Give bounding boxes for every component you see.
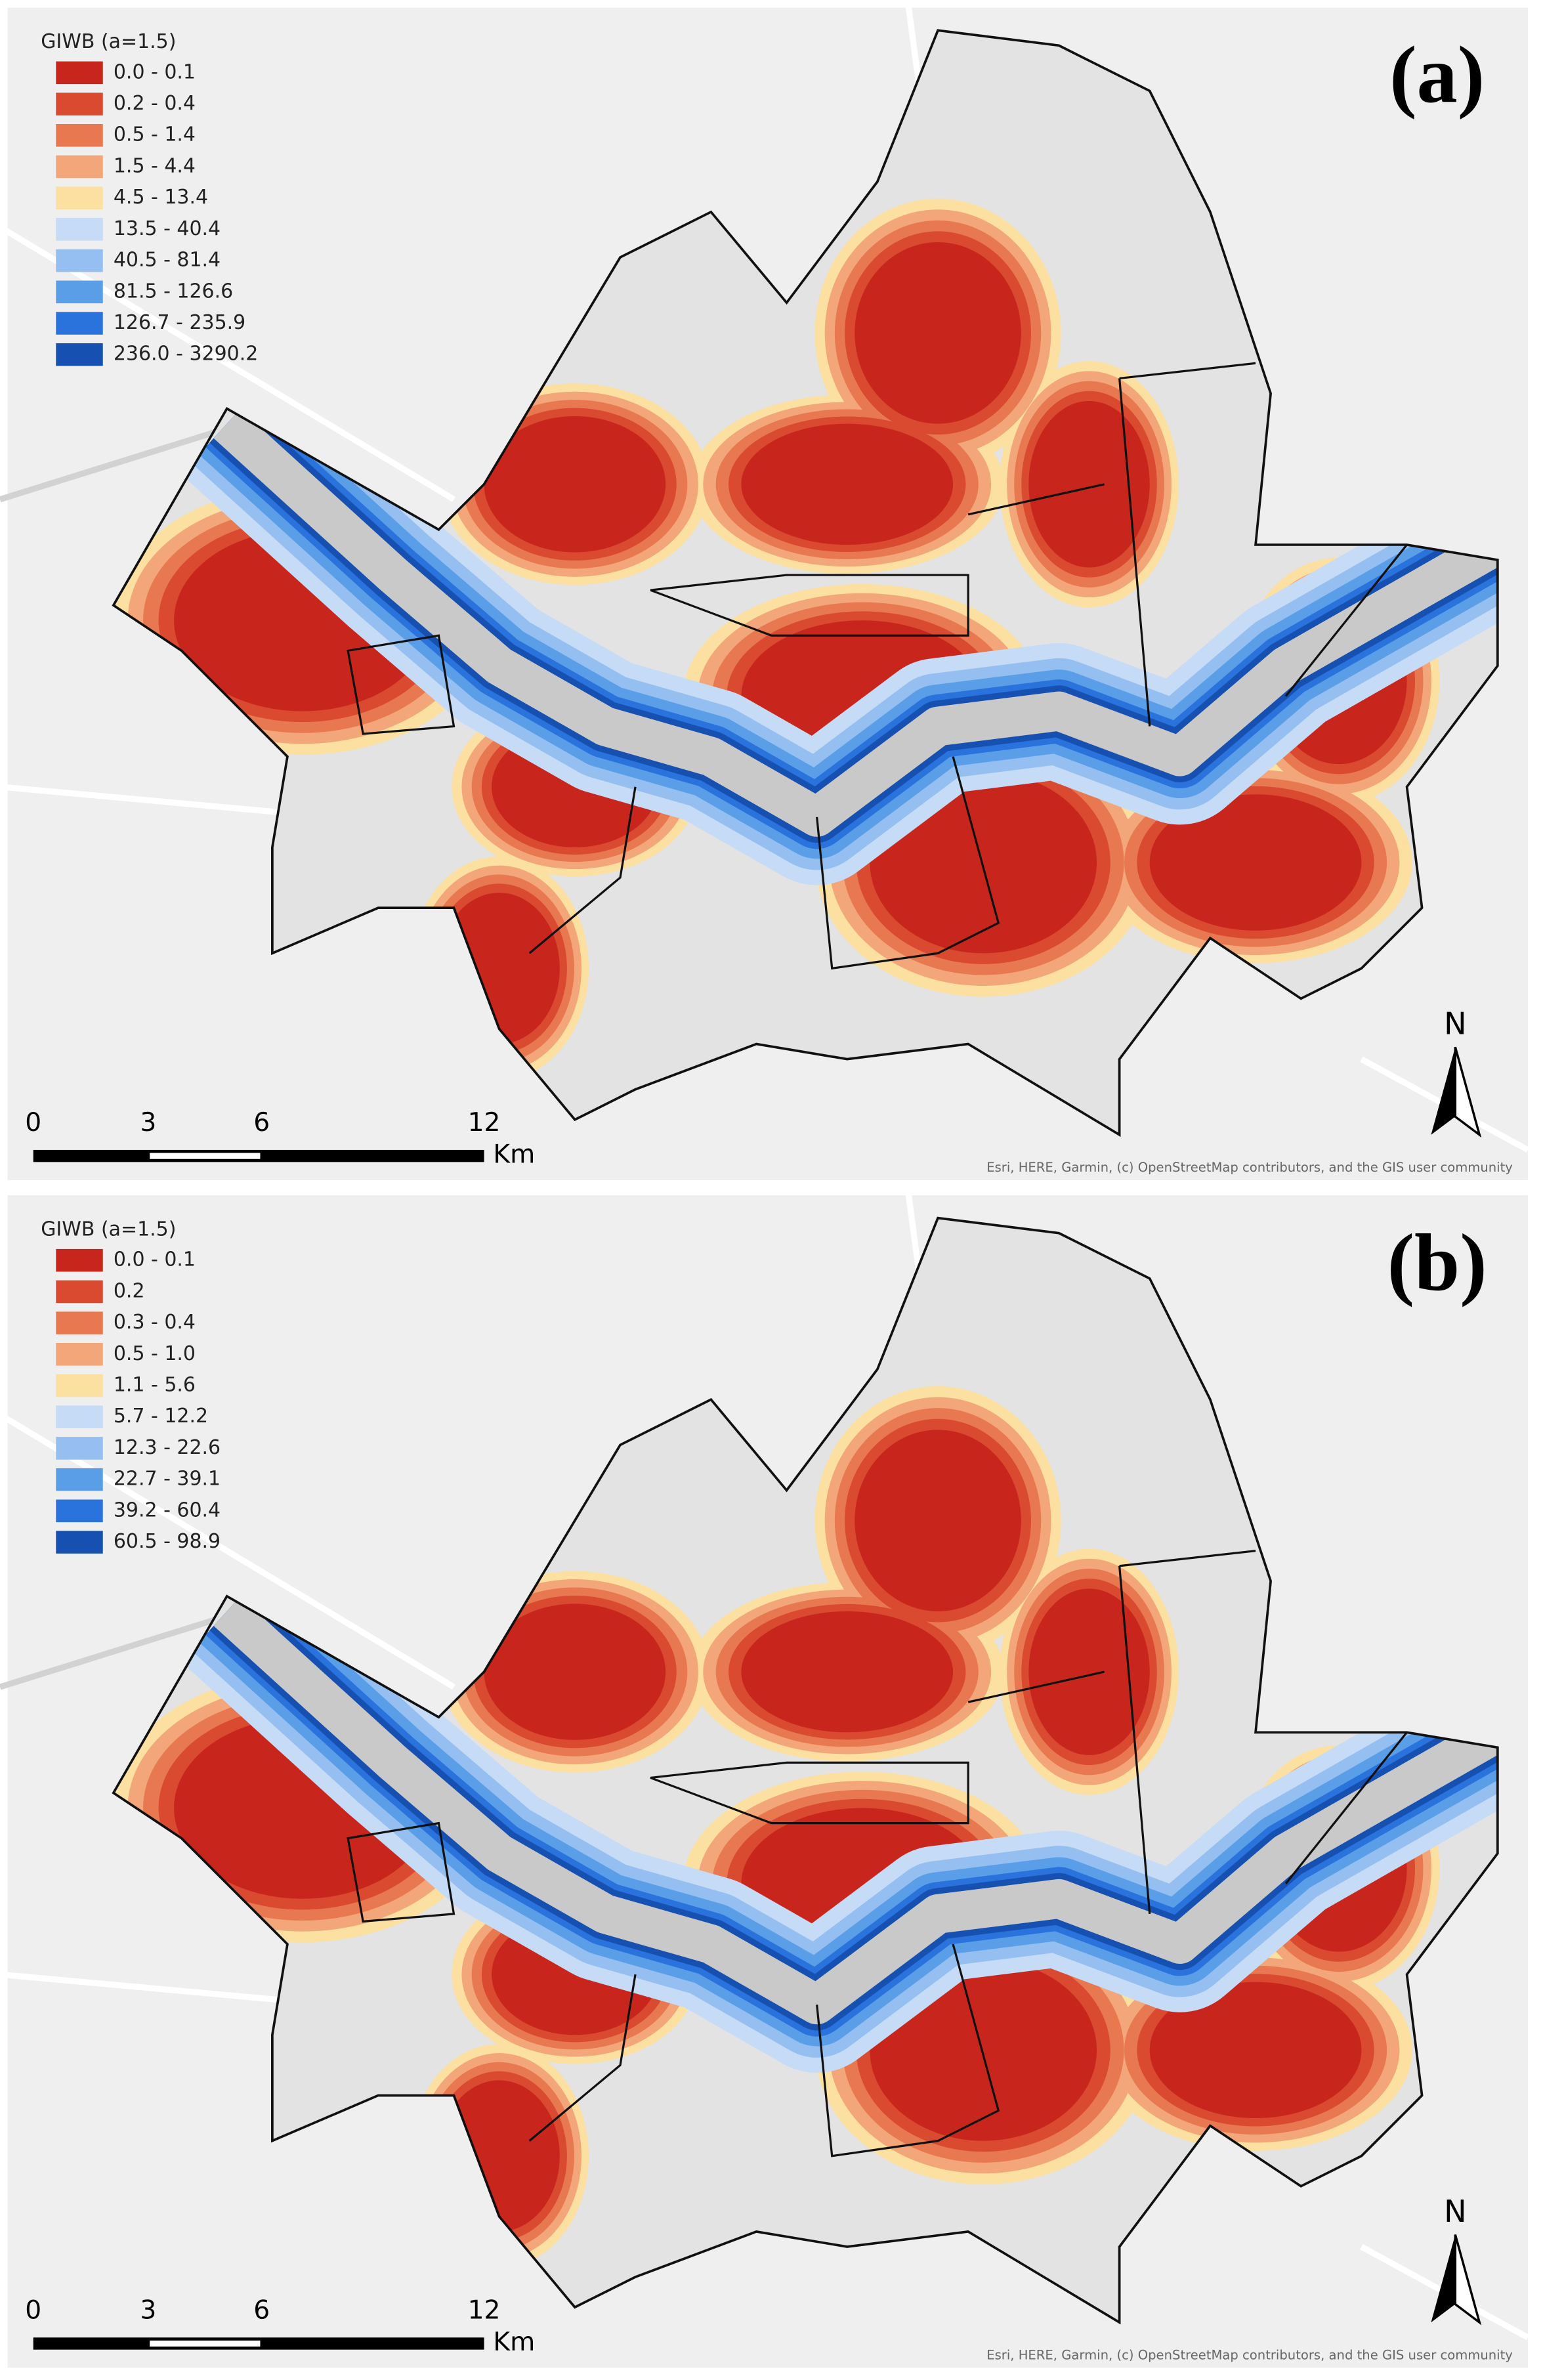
legend-swatch — [56, 1531, 103, 1554]
district-boundary — [347, 634, 455, 735]
scale-label: 3 — [140, 1108, 156, 1137]
district-boundary — [528, 1974, 637, 2142]
north-label: N — [1444, 2194, 1466, 2229]
legend-label: 5.7 - 12.2 — [114, 1405, 208, 1428]
district-boundary — [967, 1670, 1105, 1703]
district-boundary — [1118, 378, 1151, 727]
scale-label: 12 — [468, 2296, 501, 2326]
value-zone — [855, 1430, 1021, 1611]
legend-swatch — [56, 249, 103, 272]
legend-label: 40.5 - 81.4 — [114, 249, 221, 272]
scale-bar-segment — [150, 1153, 261, 1159]
legend-title: GIWB (a=1.5) — [41, 1218, 176, 1241]
scale-label: 0 — [25, 2296, 41, 2326]
map-layer — [113, 198, 1498, 1080]
legend-label: 236.0 - 3290.2 — [114, 343, 258, 366]
legend-swatch — [56, 61, 103, 85]
legend-swatch — [56, 1343, 103, 1366]
value-zone — [1149, 1982, 1362, 2119]
legend-label: 12.3 - 22.6 — [114, 1436, 221, 1459]
legend-swatch — [56, 1311, 103, 1334]
district-boundary — [816, 1944, 1000, 2157]
scale-label: 6 — [253, 2296, 270, 2326]
map-panel: GIWB (a=1.5) 0.0 - 0.1 0.2 0.3 - 0.4 0.5 - 1… — [0, 1187, 1530, 2368]
legend-label: 4.5 - 13.4 — [114, 186, 208, 209]
legend-label: 1.1 - 5.6 — [114, 1374, 196, 1397]
scale-bar-segment — [150, 2340, 261, 2347]
value-zone — [1149, 794, 1362, 931]
panel-label: (a) — [1389, 30, 1485, 120]
north-label: N — [1444, 1006, 1466, 1041]
north-arrow — [1454, 1046, 1482, 1138]
legend-swatch — [56, 1280, 103, 1304]
legend-swatch — [56, 1374, 103, 1397]
legend-swatch — [56, 312, 103, 335]
legend-label: 60.5 - 98.9 — [114, 1530, 221, 1553]
legend-label: 13.5 - 40.4 — [114, 217, 221, 240]
legend-label: 0.2 — [114, 1279, 145, 1302]
district-boundary — [1284, 543, 1408, 697]
value-zone — [1028, 1588, 1150, 1755]
legend-label: 0.0 - 0.1 — [114, 1248, 196, 1271]
district-boundary — [1119, 1550, 1256, 1567]
legend-label: 0.3 - 0.4 — [114, 1311, 196, 1334]
scale-unit: Km — [493, 2327, 535, 2357]
value-zone — [855, 242, 1021, 424]
scale-label: 6 — [253, 1108, 270, 1137]
attribution: Esri, HERE, Garmin, (c) OpenStreetMap co… — [986, 1160, 1513, 1175]
legend-label: 1.5 - 4.4 — [114, 154, 196, 177]
district-boundary — [528, 786, 637, 954]
legend-swatch — [56, 218, 103, 241]
value-zone — [741, 423, 954, 545]
attribution: Esri, HERE, Garmin, (c) OpenStreetMap co… — [986, 2347, 1513, 2362]
north-arrow — [1454, 2234, 1482, 2326]
legend-label: 39.2 - 60.4 — [114, 1498, 221, 1521]
road — [0, 421, 243, 503]
map-layer — [113, 1386, 1498, 2268]
legend-swatch — [56, 1437, 103, 1460]
district-boundary — [1284, 1732, 1408, 1884]
legend-label: 81.5 - 126.6 — [114, 280, 233, 303]
legend-swatch — [56, 93, 103, 116]
district-boundary — [1119, 362, 1256, 380]
legend-swatch — [56, 1248, 103, 1272]
legend-swatch — [56, 186, 103, 209]
scale-label: 0 — [25, 1108, 41, 1137]
legend-label: 0.5 - 1.0 — [114, 1342, 196, 1365]
road — [0, 1608, 243, 1690]
panel-label: (b) — [1387, 1217, 1487, 1307]
legend-swatch — [56, 1499, 103, 1523]
city-boundary — [112, 1216, 1499, 2325]
scale-label: 3 — [140, 2296, 156, 2326]
map-panel: GIWB (a=1.5) 0.0 - 0.1 0.2 - 0.4 0.5 - 1.4 1… — [0, 0, 1530, 1181]
legend-swatch — [56, 123, 103, 147]
legend-label: 22.7 - 39.1 — [114, 1468, 221, 1491]
legend-swatch — [56, 343, 103, 366]
legend-swatch — [56, 155, 103, 179]
value-zone — [484, 1604, 666, 1740]
legend-label: 0.5 - 1.4 — [114, 123, 196, 146]
value-zone — [484, 416, 666, 553]
district-boundary — [967, 483, 1105, 516]
road — [0, 1412, 455, 1690]
scale-unit: Km — [493, 1140, 535, 1170]
district-boundary — [816, 756, 1000, 970]
legend-swatch — [56, 1468, 103, 1491]
legend-label: 0.0 - 0.1 — [114, 60, 196, 83]
city-boundary — [112, 29, 1499, 1137]
value-zone — [1028, 400, 1150, 568]
scale-label: 12 — [468, 1108, 501, 1137]
district-boundary — [347, 1821, 455, 1923]
legend-label: 126.7 - 235.9 — [114, 311, 245, 334]
legend-swatch — [56, 1405, 103, 1429]
district-boundary — [1118, 1565, 1151, 1915]
legend-swatch — [56, 280, 103, 304]
legend-title: GIWB (a=1.5) — [41, 30, 176, 53]
district-boundary — [650, 574, 969, 637]
value-zone — [741, 1611, 954, 1733]
road — [0, 224, 455, 502]
district-boundary — [650, 1761, 969, 1825]
legend-label: 0.2 - 0.4 — [114, 92, 196, 115]
